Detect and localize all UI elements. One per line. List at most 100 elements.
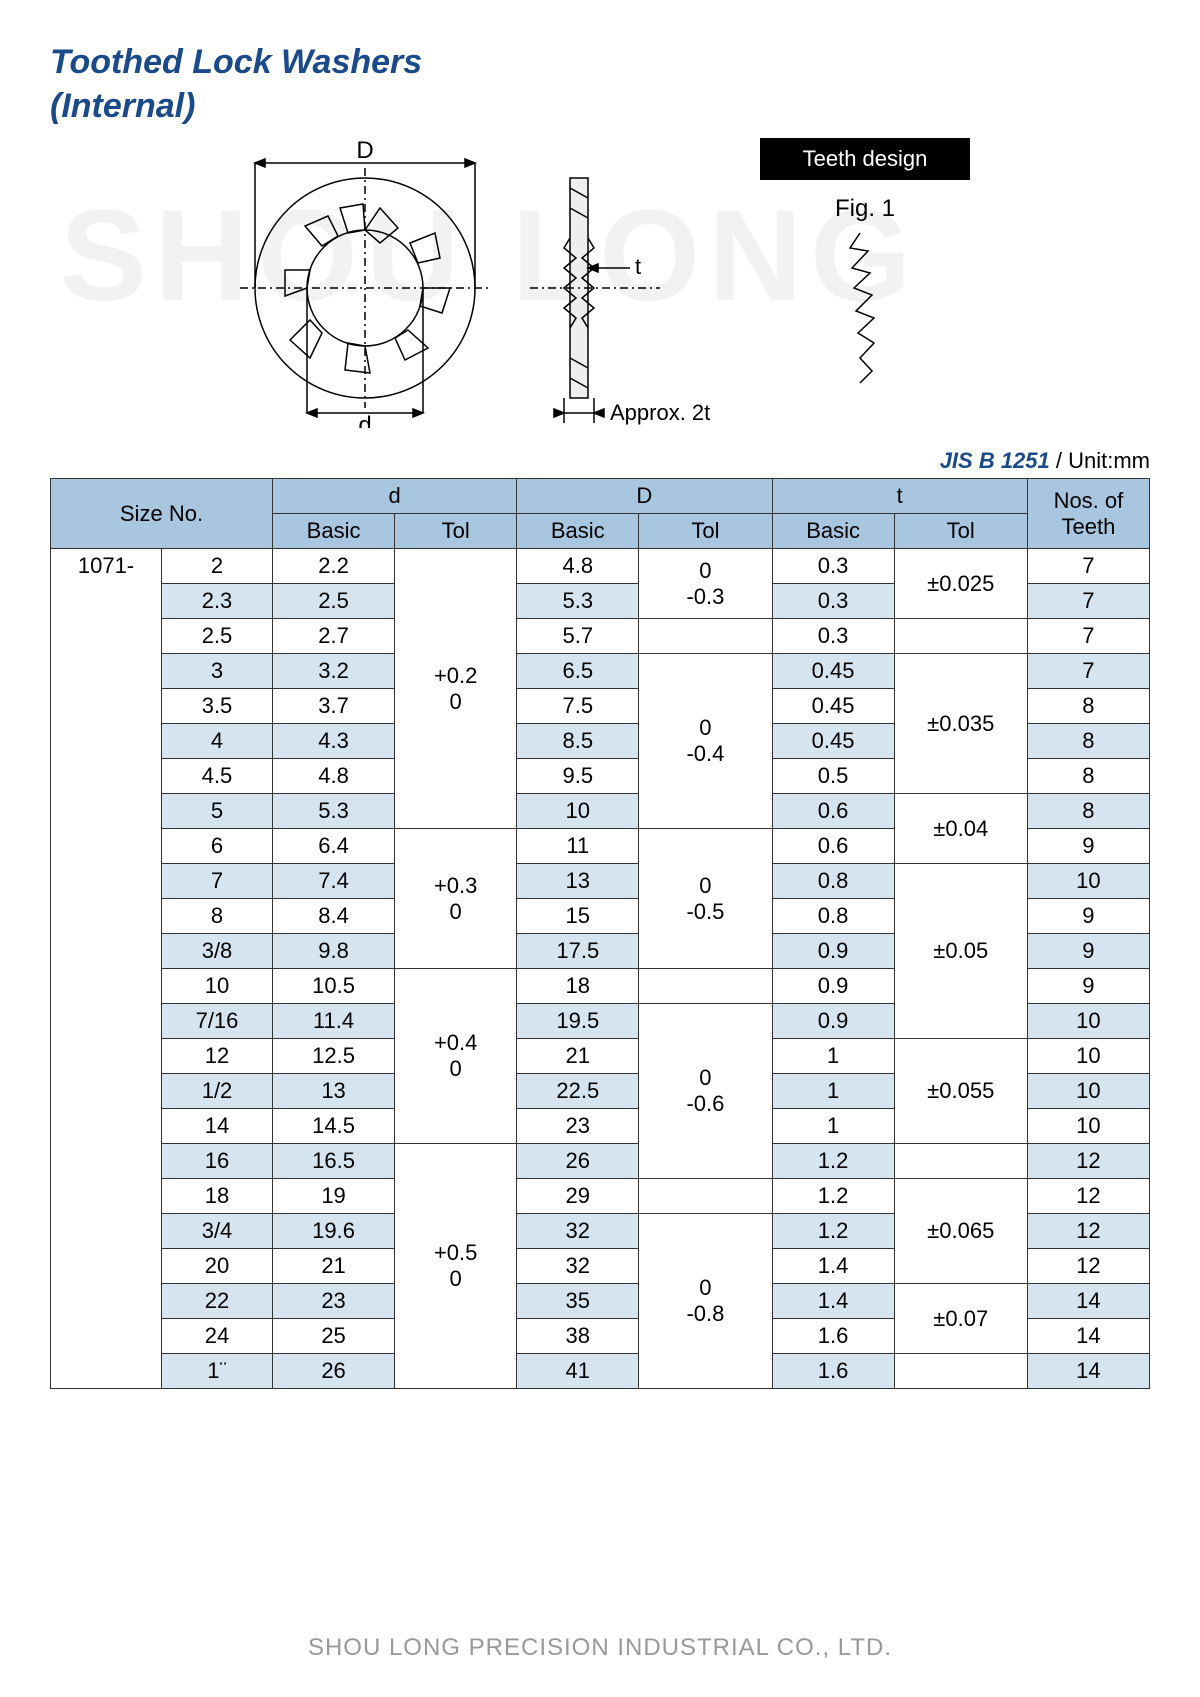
- cell-size: 3: [162, 654, 273, 689]
- cell-size: 2: [162, 549, 273, 584]
- cell-teeth: 10: [1027, 1109, 1149, 1144]
- cell-t-basic: 1.4: [772, 1249, 894, 1284]
- col-t: t: [772, 479, 1027, 514]
- table-row: 55.3100.6±0.048: [51, 794, 1150, 829]
- cell-teeth: 10: [1027, 1074, 1149, 1109]
- cell-size: 22: [162, 1284, 273, 1319]
- teeth-profile-icon: [760, 223, 970, 403]
- title-line-1: Toothed Lock Washers: [50, 43, 422, 81]
- cell-t-basic: 0.45: [772, 654, 894, 689]
- cell-size: 7/16: [162, 1004, 273, 1039]
- title-line-2: (Internal): [50, 87, 195, 125]
- cell-D-basic: 19.5: [517, 1004, 639, 1039]
- cell-t-basic: 0.8: [772, 899, 894, 934]
- cell-size: 1/2: [162, 1074, 273, 1109]
- cell-size: 1¨: [162, 1354, 273, 1389]
- cell-t-tol: ±0.05: [894, 864, 1027, 1039]
- cell-d-basic: 7.4: [273, 864, 395, 899]
- cell-teeth: 10: [1027, 1039, 1149, 1074]
- cell-t-tol: ±0.055: [894, 1039, 1027, 1144]
- teeth-design-label: Teeth design: [760, 138, 970, 180]
- cell-teeth: 9: [1027, 899, 1149, 934]
- cell-t-basic: 1: [772, 1039, 894, 1074]
- cell-d-basic: 11.4: [273, 1004, 395, 1039]
- cell-d-basic: 12.5: [273, 1039, 395, 1074]
- cell-size: 7: [162, 864, 273, 899]
- spec-table: Size No. d D t Nos. of Teeth Basic Tol B…: [50, 478, 1150, 1389]
- cell-d-basic: 3.7: [273, 689, 395, 724]
- table-row: 1819291.2±0.06512: [51, 1179, 1150, 1214]
- cell-teeth: 8: [1027, 689, 1149, 724]
- cell-D-basic: 15: [517, 899, 639, 934]
- cell-size: 2.3: [162, 584, 273, 619]
- cell-t-basic: 0.6: [772, 829, 894, 864]
- cell-teeth: 12: [1027, 1144, 1149, 1179]
- cell-D-tol: 0-0.8: [639, 1214, 772, 1389]
- cell-t-tol: ±0.07: [894, 1284, 1027, 1354]
- cell-size: 8: [162, 899, 273, 934]
- svg-text:Approx. 2t: Approx. 2t: [610, 400, 710, 425]
- fig-1-label: Fig. 1: [760, 195, 970, 223]
- cell-t-basic: 0.9: [772, 934, 894, 969]
- cell-teeth: 9: [1027, 969, 1149, 1004]
- cell-d-basic: 13: [273, 1074, 395, 1109]
- cell-size: 5: [162, 794, 273, 829]
- cell-t-basic: 1.2: [772, 1214, 894, 1249]
- cell-teeth: 9: [1027, 829, 1149, 864]
- cell-D-tol: 0-0.5: [639, 829, 772, 969]
- series-prefix: 1071-: [51, 549, 162, 1389]
- col-t-basic: Basic: [772, 514, 894, 549]
- svg-text:D: D: [356, 138, 373, 164]
- cell-teeth: 7: [1027, 619, 1149, 654]
- cell-teeth: 8: [1027, 759, 1149, 794]
- cell-t-basic: 1.6: [772, 1354, 894, 1389]
- cell-teeth: 10: [1027, 1004, 1149, 1039]
- cell-D-basic: 22.5: [517, 1074, 639, 1109]
- cell-size: 4: [162, 724, 273, 759]
- spec-line: JIS B 1251 / Unit:mm: [50, 448, 1150, 474]
- cell-d-basic: 19.6: [273, 1214, 395, 1249]
- table-row: 1¨26411.614: [51, 1354, 1150, 1389]
- cell-D-basic: 29: [517, 1179, 639, 1214]
- table-row: 33.26.50-0.40.45±0.0357: [51, 654, 1150, 689]
- cell-t-basic: 0.6: [772, 794, 894, 829]
- cell-teeth: 8: [1027, 794, 1149, 829]
- cell-D-basic: 18: [517, 969, 639, 1004]
- cell-t-basic: 1.2: [772, 1179, 894, 1214]
- cell-teeth: 14: [1027, 1284, 1149, 1319]
- cell-teeth: 12: [1027, 1214, 1149, 1249]
- cell-t-basic: 0.8: [772, 864, 894, 899]
- teeth-design-column: Teeth design Fig. 1: [760, 138, 970, 408]
- cell-d-basic: 21: [273, 1249, 395, 1284]
- cell-t-basic: 1.6: [772, 1319, 894, 1354]
- cell-t-tol: [894, 619, 1027, 654]
- cell-d-tol: +0.40: [395, 969, 517, 1144]
- table-body: 1071-22.2+0.204.80-0.30.3±0.02572.32.55.…: [51, 549, 1150, 1389]
- cell-D-basic: 32: [517, 1214, 639, 1249]
- washer-side-view: t Approx. 2t: [530, 138, 730, 428]
- cell-t-tol: ±0.025: [894, 549, 1027, 619]
- table-row: 1071-22.2+0.204.80-0.30.3±0.0257: [51, 549, 1150, 584]
- cell-size: 24: [162, 1319, 273, 1354]
- cell-D-basic: 21: [517, 1039, 639, 1074]
- cell-t-basic: 1.4: [772, 1284, 894, 1319]
- table-row: 77.4130.8±0.0510: [51, 864, 1150, 899]
- cell-t-basic: 0.5: [772, 759, 894, 794]
- cell-teeth: 7: [1027, 549, 1149, 584]
- cell-t-tol: [894, 1354, 1027, 1389]
- cell-d-basic: 2.7: [273, 619, 395, 654]
- svg-text:d: d: [358, 412, 371, 428]
- cell-t-tol: ±0.065: [894, 1179, 1027, 1284]
- cell-teeth: 14: [1027, 1319, 1149, 1354]
- cell-d-basic: 2.5: [273, 584, 395, 619]
- cell-teeth: 14: [1027, 1354, 1149, 1389]
- cell-teeth: 12: [1027, 1179, 1149, 1214]
- cell-t-basic: 0.9: [772, 969, 894, 1004]
- cell-t-basic: 0.9: [772, 1004, 894, 1039]
- cell-size: 18: [162, 1179, 273, 1214]
- cell-size: 20: [162, 1249, 273, 1284]
- svg-text:t: t: [635, 254, 641, 279]
- cell-D-basic: 7.5: [517, 689, 639, 724]
- cell-d-basic: 26: [273, 1354, 395, 1389]
- cell-D-basic: 4.8: [517, 549, 639, 584]
